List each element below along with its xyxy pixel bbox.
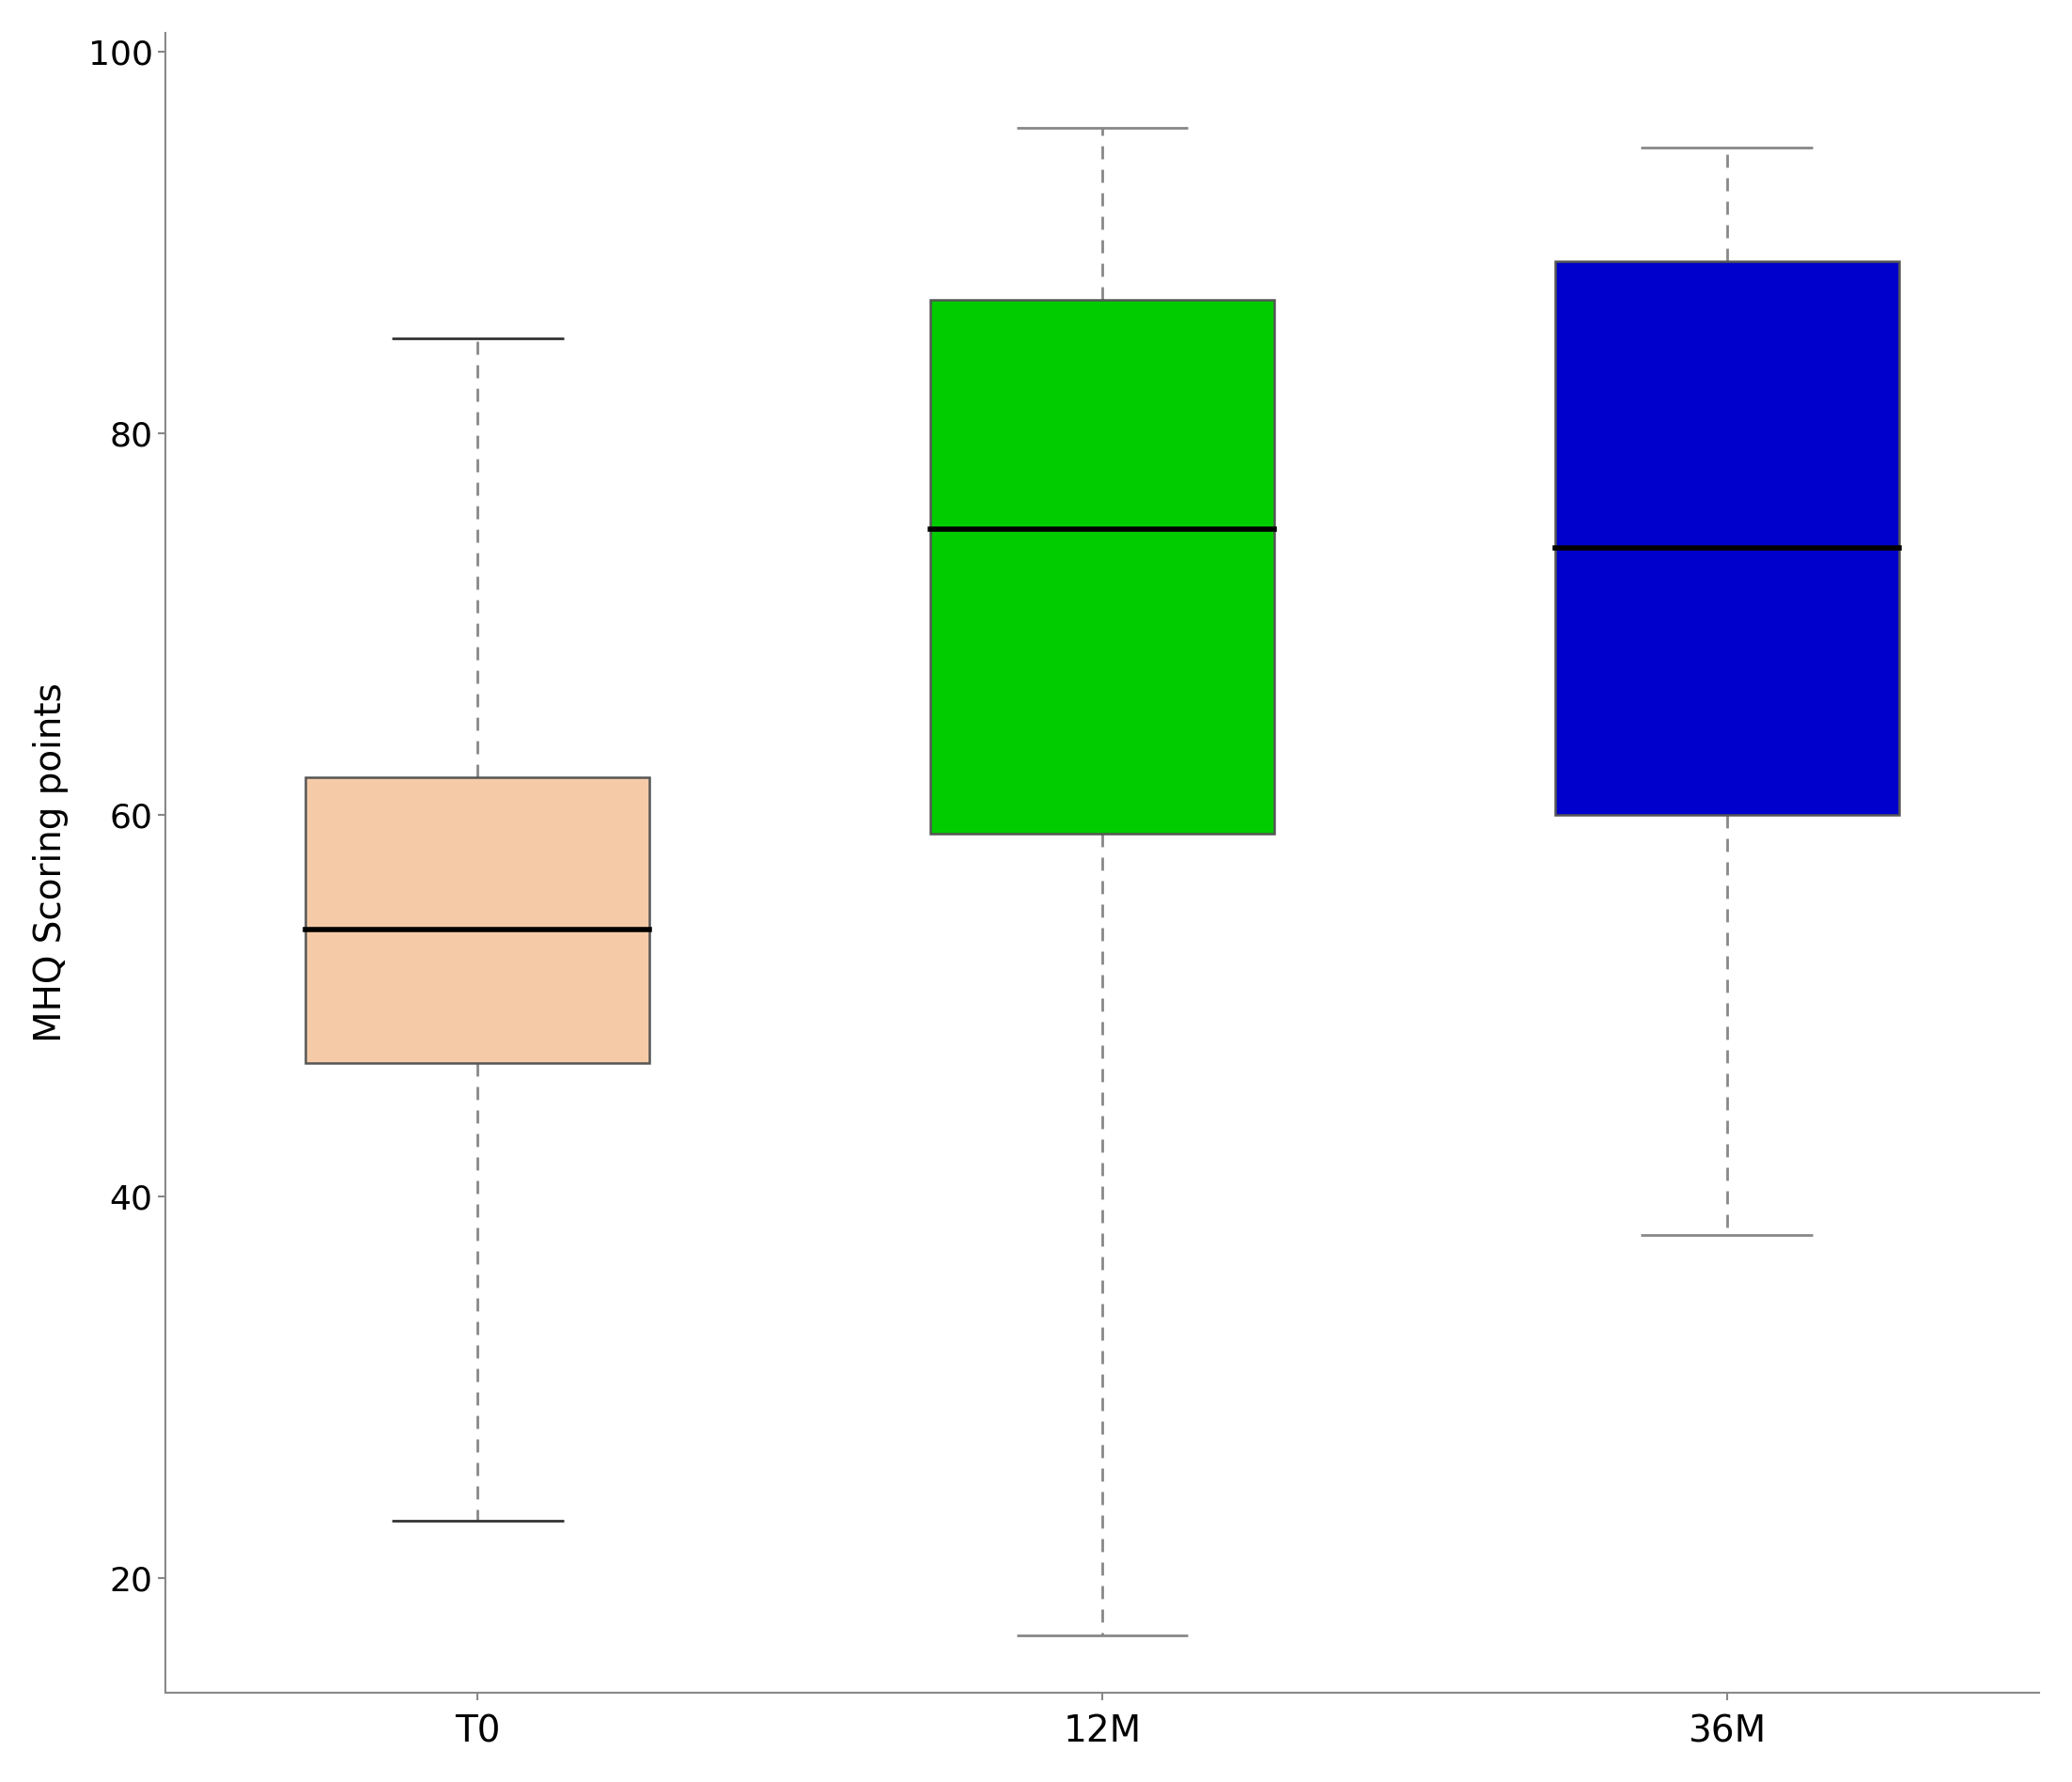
Bar: [930, 299, 1274, 834]
Y-axis label: MHQ Scoring points: MHQ Scoring points: [33, 683, 68, 1042]
Bar: [307, 777, 649, 1064]
Bar: [1556, 262, 1898, 814]
